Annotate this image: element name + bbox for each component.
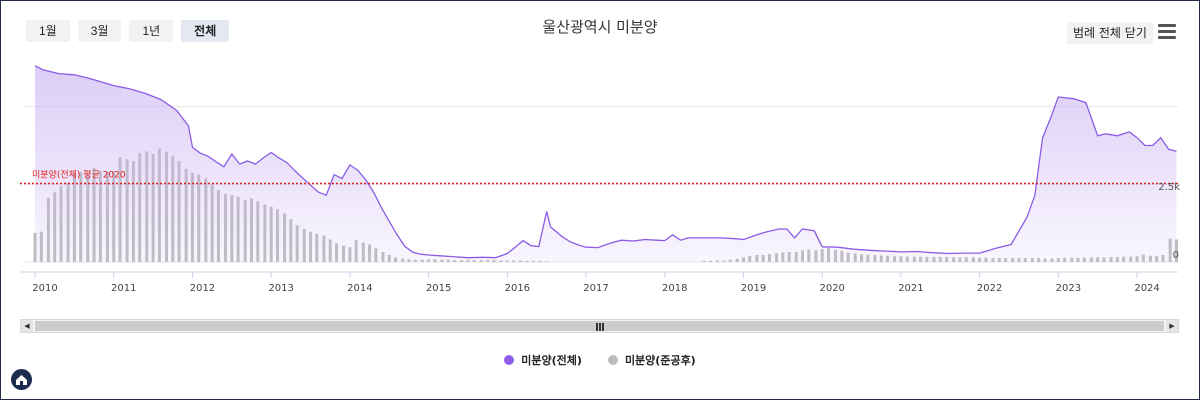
legend-dot-icon xyxy=(607,355,618,365)
home-logo-icon[interactable] xyxy=(11,369,32,390)
range-button-1y[interactable]: 1년 xyxy=(129,20,174,42)
range-button-3m[interactable]: 3월 xyxy=(77,20,122,42)
x-tick-label: 2014 xyxy=(347,283,372,294)
x-tick-label: 2015 xyxy=(426,283,451,294)
x-tick-label: 2010 xyxy=(32,283,57,294)
legend-label: 미분양(준공후) xyxy=(624,354,696,367)
scroll-left-arrow-icon[interactable]: ◀ xyxy=(21,320,33,332)
chart-legend: 미분양(전체) 미분양(준공후) xyxy=(0,352,1200,368)
chart-title: 울산광역시 미분양 xyxy=(542,18,658,36)
x-tick-label: 2023 xyxy=(1056,283,1081,294)
x-tick-label: 2011 xyxy=(111,283,136,294)
range-button-1m[interactable]: 1월 xyxy=(26,20,70,42)
x-tick-label: 2013 xyxy=(268,283,293,294)
scroll-thumb[interactable] xyxy=(35,321,1164,331)
x-axis: 2010 2011 2012 2013 2014 2015 2016 2017 2018 2019… xyxy=(20,271,1178,294)
area-fill xyxy=(35,65,1177,262)
legend-label: 미분양(전체) xyxy=(521,354,582,367)
x-tick-label: 2022 xyxy=(977,283,1002,294)
legend-item-total[interactable]: 미분양(전체) xyxy=(504,352,582,368)
x-tick-label: 2012 xyxy=(190,283,215,294)
x-tick-label: 2024 xyxy=(1134,283,1159,294)
legend-toggle-button[interactable]: 범례 전체 닫기 xyxy=(1067,22,1153,44)
grip-icon xyxy=(595,323,604,331)
range-selector: 1월 3월 1년 전체 xyxy=(26,20,230,42)
x-tick-label: 2016 xyxy=(505,283,530,294)
average-line-label: 미분양(전체) 평균 2020 xyxy=(32,170,126,181)
scroll-right-arrow-icon[interactable]: ▶ xyxy=(1166,320,1178,332)
x-tick-label: 2017 xyxy=(583,283,608,294)
series-total-line xyxy=(34,65,1177,259)
x-tick-label: 2019 xyxy=(741,283,766,294)
y-tick-label: 2.5k xyxy=(1158,182,1180,193)
range-button-all[interactable]: 전체 xyxy=(181,20,230,42)
y-tick-label: 0 xyxy=(1173,250,1179,261)
series-total-area xyxy=(34,65,1177,262)
navigator-scrollbar[interactable]: ◀ ▶ xyxy=(20,319,1179,333)
x-tick-label: 2021 xyxy=(898,283,923,294)
legend-item-completed[interactable]: 미분양(준공후) xyxy=(607,352,696,368)
x-tick-label: 2018 xyxy=(662,283,687,294)
hamburger-menu-icon[interactable] xyxy=(1158,24,1176,40)
column-bar xyxy=(1174,239,1178,262)
x-tick-label: 2020 xyxy=(819,283,844,294)
legend-dot-icon xyxy=(504,355,515,365)
